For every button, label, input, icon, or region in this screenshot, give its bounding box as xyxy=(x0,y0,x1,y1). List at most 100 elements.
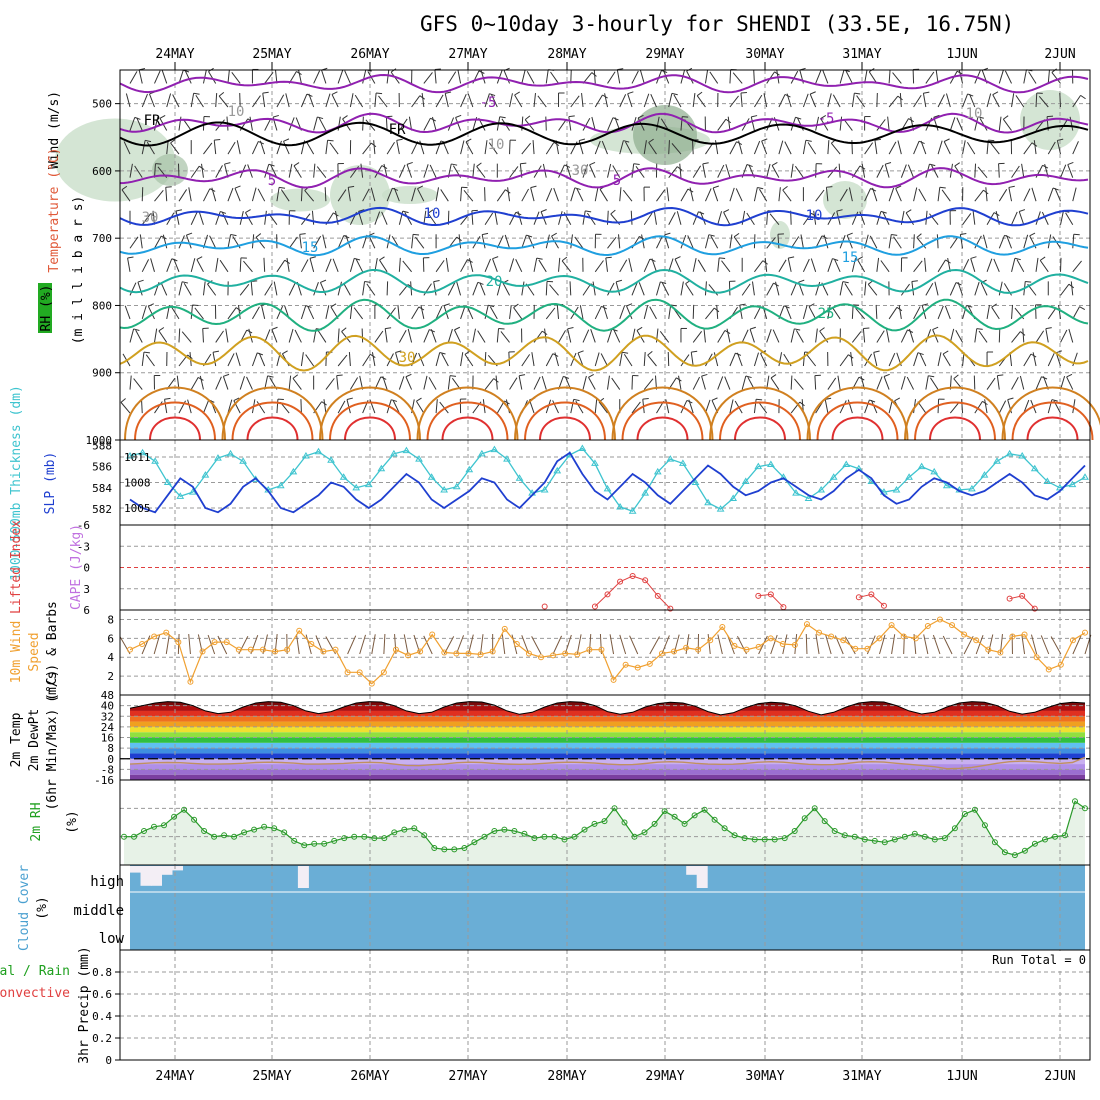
pressure-tick-label: 900 xyxy=(92,367,112,380)
wind-speed-line-point xyxy=(598,646,605,653)
wind-barb xyxy=(802,352,806,367)
wind-barb xyxy=(588,377,596,390)
pressure-tick-label: 800 xyxy=(92,299,112,312)
wind-barb xyxy=(638,282,645,296)
wind-barb xyxy=(396,140,400,155)
wind-barb xyxy=(619,352,623,367)
thickness-tick-label: 586 xyxy=(92,461,112,474)
lifted-index-line-point xyxy=(880,602,887,609)
wind-barb-flag xyxy=(330,303,337,308)
wind-barb xyxy=(709,71,719,84)
wind-speed-line-point xyxy=(888,622,895,629)
wind-barb xyxy=(1015,95,1025,108)
wind-barb xyxy=(777,234,780,249)
date-label-bottom: 28MAY xyxy=(547,1069,586,1084)
wind-barb xyxy=(750,116,755,131)
wind-barb xyxy=(955,329,964,343)
wind-barb xyxy=(300,93,308,108)
wind-barb xyxy=(974,401,983,414)
wind-barb-flag xyxy=(832,258,839,262)
wind-barb xyxy=(264,329,271,343)
wind-barb xyxy=(631,282,638,296)
rh-point xyxy=(871,837,878,844)
wind-barb-flag xyxy=(364,281,371,283)
wind-barb xyxy=(1008,187,1013,202)
wind-barb xyxy=(688,399,694,414)
wind-barb xyxy=(515,259,523,273)
wind-barb xyxy=(679,163,682,178)
thickness-line-point xyxy=(201,471,210,478)
wind-barb xyxy=(864,399,870,414)
wind-barb xyxy=(423,283,432,296)
wind-barb-flag xyxy=(445,91,452,94)
wind-barb-flag xyxy=(417,185,424,190)
wind-barb xyxy=(1023,353,1032,367)
wind-barb-flag xyxy=(664,232,671,236)
wind-speed-line-point xyxy=(683,644,690,651)
rh-point xyxy=(681,820,688,827)
surface-barb xyxy=(217,635,228,655)
rh-shade-blob xyxy=(270,188,330,212)
contour-30 xyxy=(119,334,1089,372)
wind-barb xyxy=(509,258,515,272)
wind-barb xyxy=(166,258,173,272)
wind-barb xyxy=(1011,93,1015,108)
surface-barb xyxy=(531,636,542,655)
wind-barb xyxy=(569,281,572,296)
thickness-line-point xyxy=(1018,451,1027,459)
wind-barb xyxy=(360,163,364,178)
wind-barb xyxy=(574,236,584,249)
wind-barb xyxy=(769,213,780,226)
wind-barb xyxy=(974,281,980,296)
wind-barb xyxy=(251,352,258,367)
wind-barb xyxy=(175,210,180,225)
wind-barb-flag xyxy=(342,115,348,120)
wind-barb xyxy=(141,213,152,226)
wind-barb-flag xyxy=(127,256,134,259)
wind-speed-line-point xyxy=(1057,661,1064,668)
contour-label: -5 xyxy=(480,95,497,111)
wind-barb xyxy=(900,283,910,296)
wind-barb xyxy=(837,375,841,390)
wind-barb xyxy=(794,165,804,178)
wind-barb xyxy=(753,94,763,108)
wind-barb xyxy=(276,187,280,202)
wind-barb-flag xyxy=(196,256,203,260)
wind-barb xyxy=(317,330,327,343)
wind-barb xyxy=(594,94,603,108)
rh-point xyxy=(141,828,147,834)
wind-speed-line xyxy=(129,618,1086,685)
rh-point xyxy=(531,835,538,842)
wind-barb xyxy=(129,236,139,249)
wind-barb xyxy=(887,116,890,131)
wind-barb xyxy=(397,304,400,319)
wind-barb xyxy=(676,211,682,225)
wind-barb-flag xyxy=(854,92,861,95)
wind-barb xyxy=(942,353,951,367)
temp-band xyxy=(130,742,1085,749)
wind-barb xyxy=(379,259,388,273)
wind-barb xyxy=(945,93,951,108)
wind-barb xyxy=(1060,210,1064,225)
wind-barb-flag xyxy=(1057,138,1064,141)
rh-shade-blob xyxy=(823,181,867,219)
wind-barb xyxy=(710,235,719,249)
date-label-top: 25MAY xyxy=(252,47,291,62)
wind-barb xyxy=(892,72,902,84)
wind-barb xyxy=(593,69,596,84)
wind-barb xyxy=(962,213,972,226)
wind-barb-flag xyxy=(627,91,634,95)
wind-barb xyxy=(802,93,809,108)
date-label-top: 24MAY xyxy=(155,47,194,62)
thickness-line-point xyxy=(553,466,562,474)
wind-barb-flag xyxy=(267,375,274,378)
wind-barb xyxy=(631,401,641,414)
wind-barb xyxy=(888,69,891,84)
pressure-tick-label: 600 xyxy=(92,165,112,178)
wind-barb xyxy=(554,352,560,367)
contour-25 xyxy=(119,298,1089,332)
wind-barb xyxy=(650,94,657,108)
rh-shade-blob xyxy=(382,186,438,204)
wind-barb xyxy=(490,94,498,108)
thickness-line-point xyxy=(729,494,738,501)
